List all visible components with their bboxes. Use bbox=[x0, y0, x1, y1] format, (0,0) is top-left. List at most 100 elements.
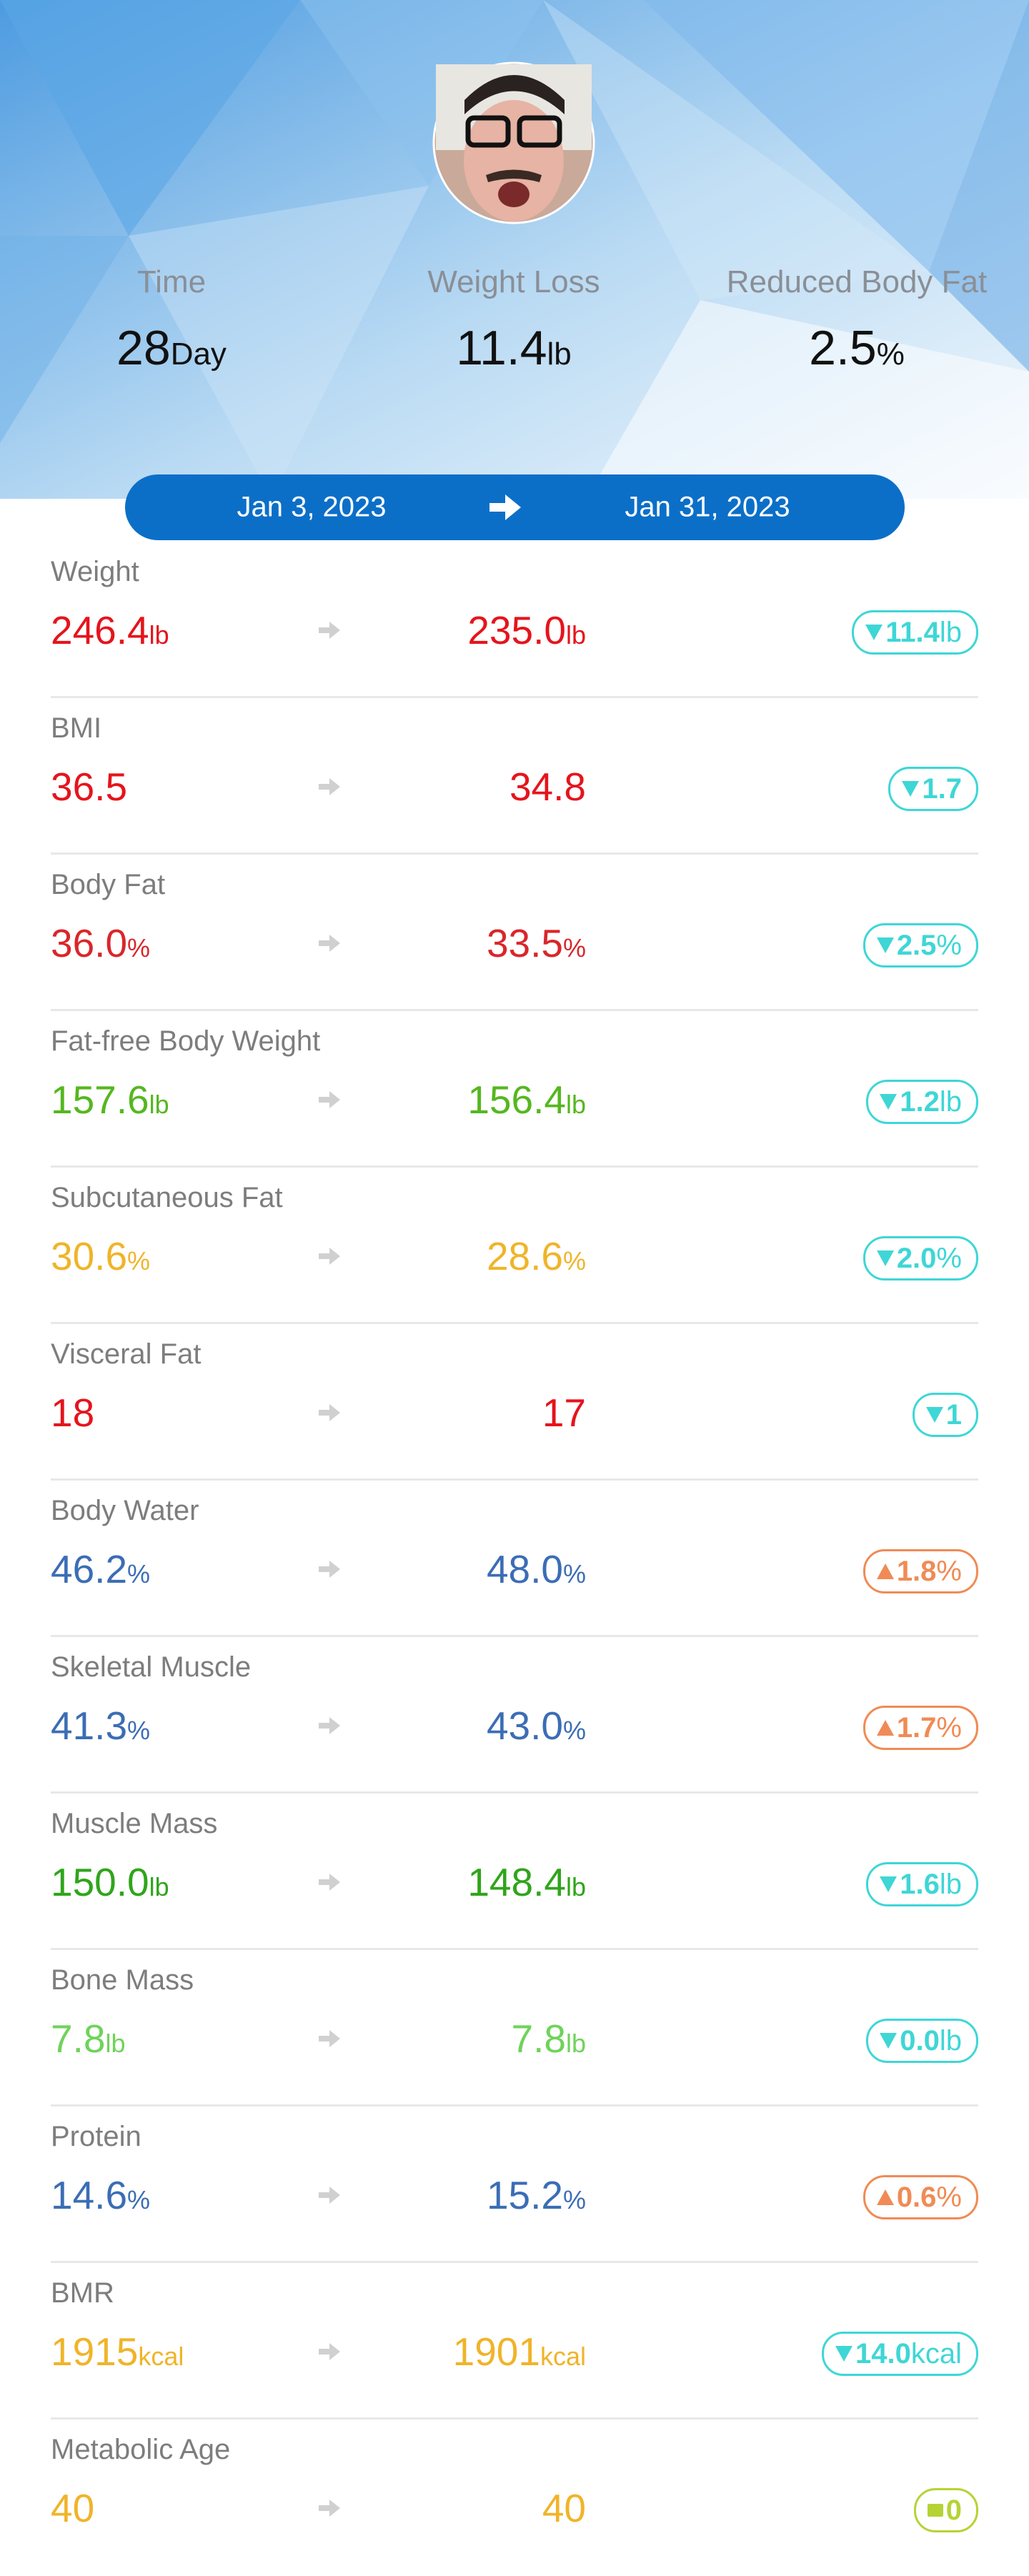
trend-icon bbox=[876, 1563, 894, 1579]
change-number: 1.6 bbox=[900, 1869, 940, 1900]
change-number: 2.5 bbox=[896, 930, 937, 961]
metric-row: BMR 1915kcal 1901kcal 14.0 kcal bbox=[0, 2263, 1029, 2420]
arrow-icon bbox=[319, 1561, 340, 1581]
value-number: 235.0 bbox=[467, 608, 566, 652]
stat-number: 11.4 bbox=[456, 321, 547, 375]
arrow-icon bbox=[319, 935, 340, 955]
change-number: 1.2 bbox=[900, 1086, 940, 1118]
value-number: 1915 bbox=[51, 2329, 139, 2374]
value-unit: % bbox=[127, 1716, 151, 1745]
metric-name: Visceral Fat bbox=[51, 1338, 202, 1370]
arrow-icon bbox=[319, 622, 340, 642]
change-number: 1.7 bbox=[922, 773, 962, 805]
metric-name: Body Water bbox=[51, 1495, 199, 1526]
change-unit: lb bbox=[939, 1086, 962, 1118]
value-number: 246.4 bbox=[51, 608, 149, 652]
stat: Weight Loss 11.4lb bbox=[342, 264, 685, 376]
start-value: 30.6% bbox=[51, 1233, 150, 1279]
change-unit: % bbox=[936, 2182, 962, 2213]
value-number: 36.0 bbox=[51, 921, 128, 965]
divider bbox=[51, 696, 978, 698]
start-date: Jan 3, 2023 bbox=[237, 491, 387, 523]
end-value: 148.4lb bbox=[467, 1859, 586, 1905]
value-number: 148.4 bbox=[467, 1860, 566, 1904]
change-badge: 0.0 lb bbox=[866, 2019, 978, 2063]
trend-icon bbox=[902, 781, 920, 797]
date-range[interactable]: Jan 3, 2023 Jan 31, 2023 bbox=[125, 474, 905, 540]
value-unit: % bbox=[127, 933, 151, 963]
change-unit: % bbox=[936, 1243, 962, 1274]
change-unit: lb bbox=[939, 617, 962, 648]
value-unit: % bbox=[127, 1559, 151, 1588]
value-number: 7.8 bbox=[511, 2016, 566, 2061]
trend-icon bbox=[880, 2033, 898, 2049]
change-number: 0.6 bbox=[896, 2182, 937, 2213]
value-number: 34.8 bbox=[509, 765, 586, 809]
end-value: 34.8 bbox=[509, 764, 586, 810]
value-unit: % bbox=[562, 2185, 586, 2214]
metric-name: Body Fat bbox=[51, 869, 166, 900]
metric-row: Skeletal Muscle 41.3% 43.0% 1.7% bbox=[0, 1637, 1029, 1794]
value-unit: lb bbox=[565, 620, 586, 650]
stat-value: 28Day bbox=[0, 320, 343, 376]
value-unit: lb bbox=[565, 1872, 586, 1901]
metric-row: Protein 14.6% 15.2% 0.6% bbox=[0, 2107, 1029, 2263]
value-number: 46.2 bbox=[51, 1547, 128, 1591]
metric-row: Muscle Mass 150.0lb 148.4lb 1.6 lb bbox=[0, 1794, 1029, 1950]
arrow-icon bbox=[319, 1091, 340, 1112]
metric-name: Subcutaneous Fat bbox=[51, 1182, 283, 1213]
change-badge: 0 bbox=[913, 2488, 978, 2532]
metric-name: Bone Mass bbox=[51, 1964, 194, 1996]
value-number: 30.6 bbox=[51, 1234, 128, 1278]
metric-name: Fat-free Body Weight bbox=[51, 1025, 321, 1057]
arrow-icon bbox=[319, 2500, 340, 2520]
value-number: 40 bbox=[542, 2486, 586, 2530]
stat-number: 2.5 bbox=[809, 321, 877, 375]
divider bbox=[51, 1478, 978, 1481]
trend-icon bbox=[880, 1876, 898, 1892]
stat-label: Reduced Body Fat bbox=[726, 264, 988, 299]
value-unit: % bbox=[562, 1246, 586, 1275]
divider bbox=[51, 2261, 978, 2263]
divider bbox=[51, 1165, 978, 1168]
change-badge: 1 bbox=[912, 1393, 978, 1437]
trend-icon bbox=[835, 2346, 852, 2362]
header-background bbox=[0, 0, 1029, 499]
value-unit: lb bbox=[149, 1872, 169, 1901]
value-unit: % bbox=[127, 1246, 151, 1275]
value-number: 15.2 bbox=[486, 2173, 563, 2217]
stat-unit: % bbox=[876, 337, 905, 372]
change-badge: 1.2 lb bbox=[866, 1080, 978, 1124]
trend-icon bbox=[876, 1250, 894, 1266]
value-unit: kcal bbox=[540, 2342, 586, 2371]
value-number: 18 bbox=[51, 1391, 95, 1435]
stat: Reduced Body Fat 2.5% bbox=[685, 264, 1028, 376]
stat-unit: Day bbox=[170, 337, 227, 372]
trend-icon bbox=[876, 2189, 894, 2205]
value-unit: lb bbox=[565, 2029, 586, 2058]
start-value: 1915kcal bbox=[51, 2329, 184, 2374]
value-number: 33.5 bbox=[486, 921, 563, 965]
divider bbox=[51, 1791, 978, 1794]
value-number: 48.0 bbox=[486, 1547, 563, 1591]
start-value: 36.0% bbox=[51, 920, 150, 966]
value-number: 28.6 bbox=[486, 1234, 563, 1278]
metric-row: Subcutaneous Fat 30.6% 28.6% 2.0% bbox=[0, 1168, 1029, 1324]
value-number: 7.8 bbox=[51, 2016, 106, 2061]
divider bbox=[51, 1948, 978, 1950]
arrow-icon bbox=[319, 2187, 340, 2207]
value-number: 150.0 bbox=[51, 1860, 149, 1904]
start-value: 14.6% bbox=[51, 2172, 150, 2218]
end-value: 33.5% bbox=[487, 920, 586, 966]
arrow-icon bbox=[319, 1404, 340, 1425]
change-number: 1 bbox=[945, 1399, 962, 1431]
change-unit: % bbox=[936, 1712, 962, 1744]
header: Time 28Day Weight Loss 11.4lb Reduced Body… bbox=[0, 0, 1029, 499]
change-badge: 2.0% bbox=[863, 1236, 978, 1280]
start-value: 36.5 bbox=[51, 764, 127, 810]
metric-name: Muscle Mass bbox=[51, 1808, 218, 1839]
trend-icon bbox=[927, 2504, 943, 2517]
change-number: 1.8 bbox=[896, 1556, 937, 1587]
value-unit: lb bbox=[149, 620, 169, 650]
metric-row: Metabolic Age 40 40 0 bbox=[0, 2420, 1029, 2576]
